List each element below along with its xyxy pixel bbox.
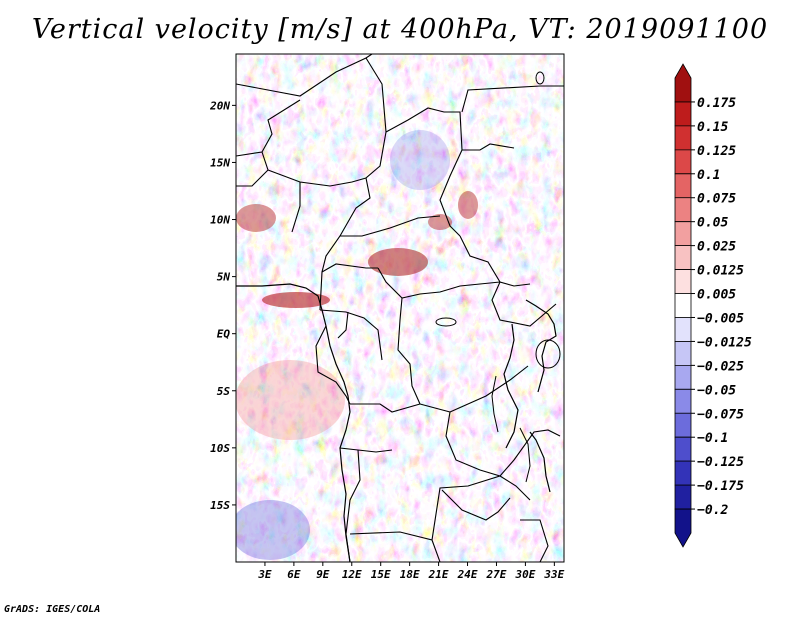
colorbar-swatch	[674, 197, 692, 223]
colorbar-swatch	[674, 63, 692, 103]
colorbar-swatch	[674, 364, 692, 390]
lat-tick-label: 10N	[210, 214, 230, 227]
lat-tick-label: 20N	[209, 99, 230, 112]
lon-tick-label: 33E	[543, 568, 564, 581]
colorbar-swatch	[674, 460, 692, 486]
colorbar-swatch	[674, 317, 692, 342]
colorbar-swatch	[674, 508, 692, 548]
grads-credit: GrADS: IGES/COLA	[4, 604, 101, 615]
colorbar-swatch	[674, 221, 692, 247]
map-frame	[235, 53, 565, 563]
colorbar-swatch	[674, 388, 692, 414]
colorbar-label: −0.0125	[697, 335, 752, 350]
colorbar-label: −0.125	[697, 455, 744, 470]
colorbar-label: −0.025	[697, 359, 744, 374]
colorbar-swatch	[674, 245, 692, 270]
lon-tick-label: 27E	[486, 568, 507, 581]
colorbar-swatch	[674, 484, 692, 510]
lat-tick-label: 15N	[210, 156, 230, 169]
colorbar-label: −0.2	[697, 503, 728, 518]
lon-tick-label: 24E	[457, 568, 478, 581]
lon-tick-label: 15E	[371, 568, 391, 581]
country-borders	[236, 54, 564, 562]
colorbar-swatch	[674, 173, 692, 199]
colorbar-swatch	[674, 269, 692, 294]
lon-tick-label: 30E	[514, 568, 535, 581]
colorbar-label: −0.175	[697, 479, 744, 494]
colorbar-label: 0.175	[697, 96, 736, 111]
lon-tick-label: 18E	[400, 568, 420, 581]
colorbar-label: −0.075	[697, 407, 744, 422]
velocity-field	[236, 54, 564, 562]
colorbar-swatch	[674, 149, 692, 175]
lat-tick-label: 5N	[217, 271, 231, 284]
coastline	[236, 283, 557, 562]
colorbar-swatch	[674, 293, 692, 318]
lon-tick-label: 9E	[316, 568, 330, 581]
colorbar-swatch	[674, 341, 692, 366]
colorbar-swatch	[674, 412, 692, 438]
colorbar-label: −0.005	[697, 311, 744, 326]
lat-tick-label: 10S	[210, 442, 230, 455]
colorbar: 0.175 0.15 0.125 0.1 0.075 0.05 0.025 0.0125 0.0…	[674, 63, 752, 548]
latitude-axis: 20N 15N 10N 5N EQ 5S 10S 15S	[209, 99, 236, 512]
longitude-axis: 3E 6E 9E 12E 15E 18E 21E 24E 27E 30E 33E	[257, 562, 565, 581]
colorbar-label: −0.1	[697, 431, 728, 446]
lat-tick-label: EQ	[217, 328, 231, 341]
colorbar-swatch	[674, 436, 692, 462]
colorbar-swatch	[674, 101, 692, 127]
colorbar-label: 0.075	[697, 192, 736, 207]
colorbar-label: 0.025	[697, 240, 736, 255]
lon-tick-label: 3E	[257, 568, 272, 581]
colorbar-label: 0.1	[697, 168, 720, 183]
lat-tick-label: 5S	[217, 385, 231, 398]
lat-tick-label: 15S	[210, 499, 230, 512]
colorbar-swatch	[674, 125, 692, 151]
colorbar-label: −0.05	[697, 383, 736, 398]
colorbar-label: 0.15	[697, 120, 728, 135]
lakes	[435, 71, 561, 483]
colorbar-label: 0.005	[697, 288, 736, 303]
figure-title: Vertical velocity [m/s] at 400hPa, VT: 2…	[31, 14, 769, 45]
colorbar-label: 0.0125	[697, 264, 744, 279]
lon-tick-label: 12E	[342, 568, 362, 581]
map-panel: 20N 15N 10N 5N EQ 5S 10S 15S 3E 6E 9E 12E 15E 18E 21E…	[209, 53, 565, 581]
colorbar-label: 0.05	[697, 216, 728, 231]
colorbar-label: 0.125	[697, 144, 736, 159]
lon-tick-label: 6E	[287, 568, 301, 581]
lon-tick-label: 21E	[428, 568, 449, 581]
